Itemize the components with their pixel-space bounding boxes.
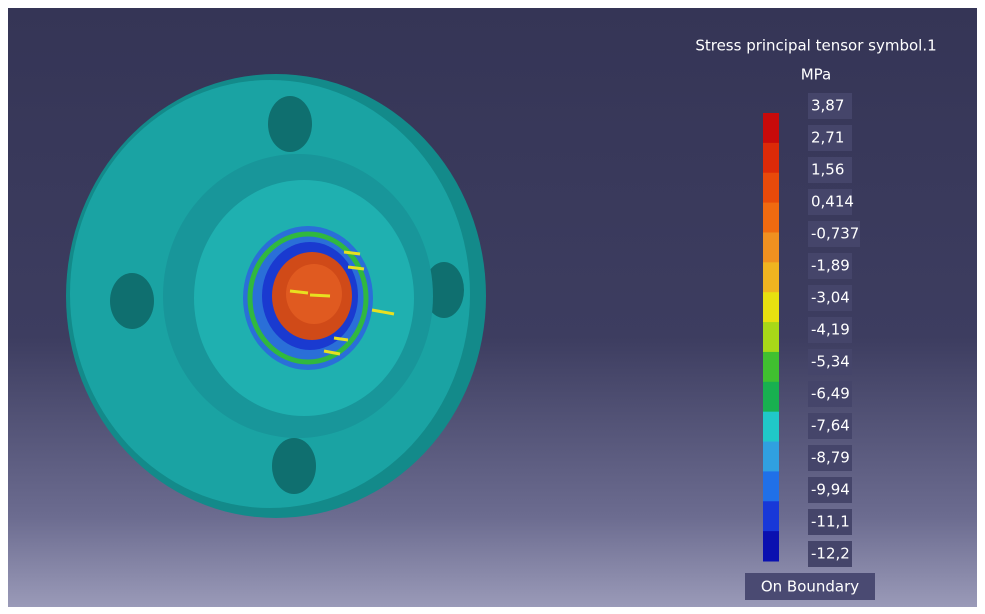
- color-swatch: [763, 352, 779, 382]
- color-swatch: [763, 442, 779, 472]
- legend-label: -9,94: [811, 481, 850, 499]
- legend-label: -6,49: [811, 385, 850, 403]
- color-swatch: [763, 262, 779, 292]
- color-swatch: [763, 501, 779, 531]
- color-swatch: [763, 232, 779, 262]
- legend-title: Stress principal tensor symbol.1: [695, 37, 936, 55]
- legend-label: -5,34: [811, 353, 850, 371]
- legend-label: -11,1: [811, 513, 850, 531]
- legend-label: -12,2: [811, 545, 850, 563]
- color-swatch: [763, 322, 779, 352]
- legend-label: -7,64: [811, 417, 850, 435]
- legend-label: 2,71: [811, 129, 844, 147]
- color-swatch: [763, 292, 779, 322]
- legend-label: -8,79: [811, 449, 850, 467]
- scene: Stress principal tensor symbol.1 MPa 3,8…: [8, 8, 977, 607]
- color-swatch: [763, 412, 779, 442]
- color-swatch: [763, 471, 779, 501]
- legend-footer: On Boundary: [761, 578, 859, 596]
- legend-label: 0,414: [811, 193, 854, 211]
- legend-label: -3,04: [811, 289, 850, 307]
- color-swatch: [763, 203, 779, 233]
- 3d-viewport: Stress principal tensor symbol.1 MPa 3,8…: [8, 8, 977, 607]
- color-swatch: [763, 113, 779, 143]
- legend-label: -0,737: [811, 225, 859, 243]
- legend-label: -4,19: [811, 321, 850, 339]
- legend: Stress principal tensor symbol.1 MPa 3,8…: [695, 37, 936, 601]
- legend-label: 3,87: [811, 97, 844, 115]
- color-swatch: [763, 531, 779, 561]
- color-scale: 3,87 2,71 1,56 0,414 -0,737 -1,89 -3,04 -4,19 -5…: [763, 93, 860, 567]
- legend-label: 1,56: [811, 161, 844, 179]
- color-swatch: [763, 382, 779, 412]
- color-swatch: [763, 143, 779, 173]
- legend-label: -1,89: [811, 257, 850, 275]
- legend-unit: MPa: [801, 66, 832, 84]
- color-swatch: [763, 173, 779, 203]
- flange-model: [66, 74, 486, 518]
